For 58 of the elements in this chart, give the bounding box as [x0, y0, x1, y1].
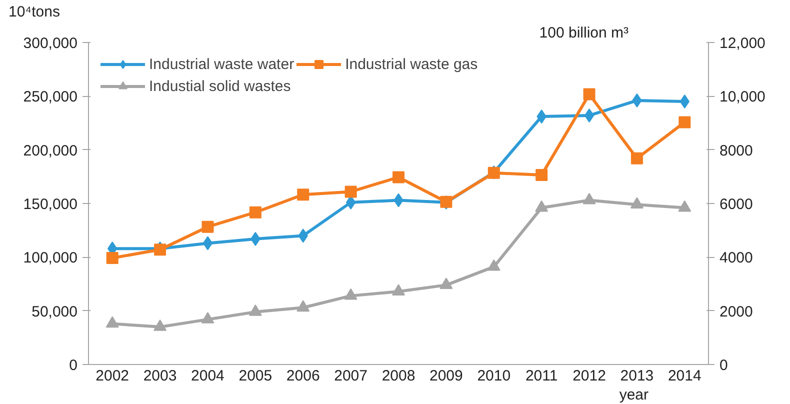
- y2-tick-label: 6000: [720, 196, 753, 213]
- y2-tick-label: 8000: [720, 142, 753, 160]
- x-tick-label: 2008: [382, 368, 416, 384]
- x-tick-label: 2010: [477, 368, 511, 384]
- x-tick-label: 2007: [334, 368, 368, 384]
- point: [202, 220, 214, 233]
- point: [249, 206, 262, 218]
- y2-tick-label: 10,000: [720, 88, 766, 106]
- legend-label: Industrial waste gas: [345, 56, 478, 72]
- x-tick-label: 2014: [668, 368, 702, 384]
- point: [344, 288, 358, 300]
- point: [487, 259, 500, 271]
- x-tick-label: 2011: [525, 368, 558, 384]
- point: [296, 300, 310, 312]
- y-tick-label: 250,000: [23, 88, 78, 106]
- x-axis-title: year: [619, 386, 649, 404]
- point: [201, 312, 214, 324]
- point: [630, 197, 644, 209]
- x-tick-label: 2006: [286, 368, 320, 384]
- point: [392, 171, 404, 184]
- point: [582, 192, 596, 204]
- point: [297, 188, 310, 201]
- x-tick-label: 2013: [620, 368, 654, 384]
- point: [106, 252, 118, 264]
- x-tick-label: 2003: [143, 368, 177, 384]
- y2-tick-label: 2000: [720, 303, 753, 320]
- x-tick-label: 2009: [430, 368, 463, 384]
- point: [536, 169, 548, 182]
- x-tick-label: 2002: [96, 368, 130, 384]
- y-tick-label: 200,000: [23, 142, 78, 160]
- y-tick-label: 300,000: [23, 35, 78, 52]
- point: [106, 316, 119, 328]
- x-tick-label: 2012: [572, 368, 606, 384]
- y2-tick-label: 12,000: [720, 35, 766, 52]
- y-tick-label: 100,000: [23, 250, 78, 267]
- point: [440, 278, 453, 290]
- y2-axis-title: 100 billion m³: [539, 24, 629, 42]
- y2-tick-label: 4000: [720, 250, 753, 267]
- y-tick-label: 0: [69, 357, 78, 374]
- point: [202, 236, 213, 250]
- point: [583, 88, 596, 100]
- legend-label: Industrial waste water: [149, 56, 294, 72]
- x-tick-label: 2005: [238, 368, 272, 384]
- y-axis-title: 10⁴tons: [8, 4, 60, 20]
- legend-label: Industial solid wastes: [149, 78, 291, 94]
- point: [678, 116, 691, 128]
- point: [678, 200, 692, 212]
- point: [344, 186, 357, 198]
- point: [248, 304, 262, 316]
- point: [630, 152, 643, 164]
- x-tick-label: 2004: [191, 368, 224, 384]
- y2-tick-label: 0: [720, 357, 728, 374]
- point: [535, 200, 548, 212]
- y-tick-label: 150,000: [23, 196, 78, 213]
- y-tick-label: 50,000: [32, 303, 78, 320]
- point: [392, 284, 405, 296]
- point: [154, 320, 167, 331]
- point: [584, 108, 594, 122]
